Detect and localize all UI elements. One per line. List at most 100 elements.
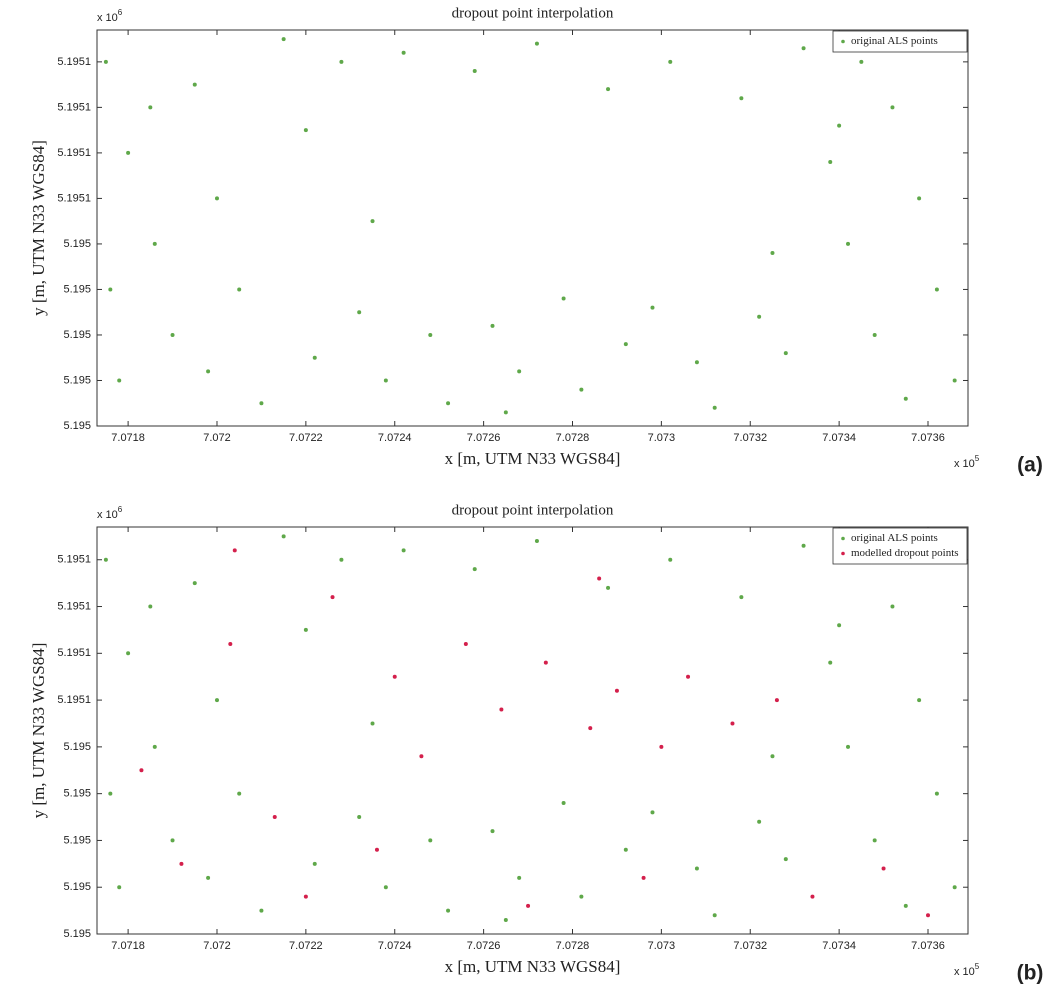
data-point xyxy=(490,829,495,834)
data-point xyxy=(623,342,628,347)
y-tick-label: 5.195 xyxy=(63,834,91,846)
data-point xyxy=(357,815,362,820)
data-point xyxy=(303,894,308,899)
data-point xyxy=(517,875,522,880)
data-point xyxy=(214,196,219,201)
x-axis-label: x [m, UTM N33 WGS84] xyxy=(445,449,621,468)
data-point xyxy=(597,576,602,581)
y-tick-label: 5.1951 xyxy=(57,56,91,68)
data-point xyxy=(374,847,379,852)
chart-title: dropout point interpolation xyxy=(452,502,614,518)
x-tick-label: 7.0724 xyxy=(378,940,412,952)
text-part: x 10 xyxy=(954,458,975,470)
plot-area xyxy=(97,527,968,934)
data-point xyxy=(828,160,833,164)
y-tick-label: 5.1951 xyxy=(57,192,91,204)
data-point xyxy=(828,660,833,665)
data-point xyxy=(837,123,842,128)
x-multiplier: x 105 xyxy=(954,454,980,470)
data-point xyxy=(206,875,211,880)
y-axis-label: y [m, UTM N33 WGS84] xyxy=(29,643,48,819)
y-tick-label: 5.1951 xyxy=(57,101,91,113)
data-point xyxy=(561,296,566,301)
data-point xyxy=(952,378,957,383)
data-point xyxy=(103,59,108,64)
data-point xyxy=(801,543,806,548)
data-point xyxy=(810,894,815,899)
data-point xyxy=(730,721,735,726)
data-point xyxy=(588,726,593,731)
data-point xyxy=(312,355,317,360)
data-point xyxy=(108,287,113,292)
data-point xyxy=(419,754,424,759)
data-point xyxy=(517,369,522,374)
legend-marker xyxy=(841,551,845,556)
x-tick-label: 7.0736 xyxy=(911,432,945,444)
data-point xyxy=(770,251,775,256)
y-tick-label: 5.195 xyxy=(63,374,91,386)
x-multiplier: x 105 xyxy=(954,962,980,978)
data-point xyxy=(926,913,931,918)
data-point xyxy=(503,410,508,415)
data-point xyxy=(534,539,539,544)
x-tick-label: 7.073 xyxy=(648,940,676,952)
data-point xyxy=(543,660,548,665)
data-point xyxy=(339,59,344,64)
x-tick-label: 7.0724 xyxy=(378,432,412,444)
text-part: x 10 xyxy=(954,966,975,978)
data-point xyxy=(846,241,851,246)
data-point xyxy=(281,534,286,539)
text-part: x 10 xyxy=(97,12,118,24)
data-point xyxy=(312,861,317,866)
y-multiplier: x 106 xyxy=(97,505,123,521)
data-point xyxy=(446,908,451,913)
legend-box xyxy=(832,30,968,53)
x-tick-label: 7.072 xyxy=(203,432,231,444)
x-tick-label: 7.073 xyxy=(648,432,676,444)
data-point xyxy=(103,557,108,562)
x-tick-label: 7.0734 xyxy=(822,432,856,444)
text-part: x 10 xyxy=(97,509,118,521)
y-tick-label: 5.195 xyxy=(63,928,91,940)
data-point xyxy=(206,369,211,374)
data-point xyxy=(526,903,531,908)
data-point xyxy=(659,744,664,749)
data-point xyxy=(903,396,908,401)
x-tick-label: 7.0722 xyxy=(289,940,323,952)
legend-label: original ALS points xyxy=(851,532,938,544)
data-point xyxy=(108,791,113,796)
panel-label: (a) xyxy=(1017,454,1043,477)
x-tick-label: 7.072 xyxy=(203,940,231,952)
data-point xyxy=(303,128,308,133)
data-point xyxy=(872,838,877,843)
data-point xyxy=(503,917,508,922)
data-point xyxy=(170,838,175,843)
x-tick-label: 7.0732 xyxy=(733,940,767,952)
data-point xyxy=(428,332,433,337)
legend-label: modelled dropout points xyxy=(851,547,959,559)
axes-frame xyxy=(96,29,969,427)
x-tick-label: 7.0734 xyxy=(822,940,856,952)
y-tick-label: 5.195 xyxy=(63,741,91,753)
data-point xyxy=(757,819,762,824)
y-multiplier: x 106 xyxy=(97,8,123,24)
data-point xyxy=(330,595,335,600)
data-point xyxy=(170,332,175,337)
data-point xyxy=(606,87,611,92)
data-point xyxy=(934,791,939,796)
data-point xyxy=(952,885,957,890)
data-point xyxy=(561,801,566,806)
y-tick-label: 5.1951 xyxy=(57,694,91,706)
data-point xyxy=(490,323,495,328)
data-point xyxy=(117,885,122,890)
data-point xyxy=(472,68,477,73)
x-tick-label: 7.0732 xyxy=(733,432,767,444)
data-point xyxy=(579,387,584,392)
legend-box xyxy=(832,527,968,565)
x-tick-label: 7.0728 xyxy=(556,940,590,952)
data-point xyxy=(890,604,895,609)
text-part: 6 xyxy=(118,8,123,17)
